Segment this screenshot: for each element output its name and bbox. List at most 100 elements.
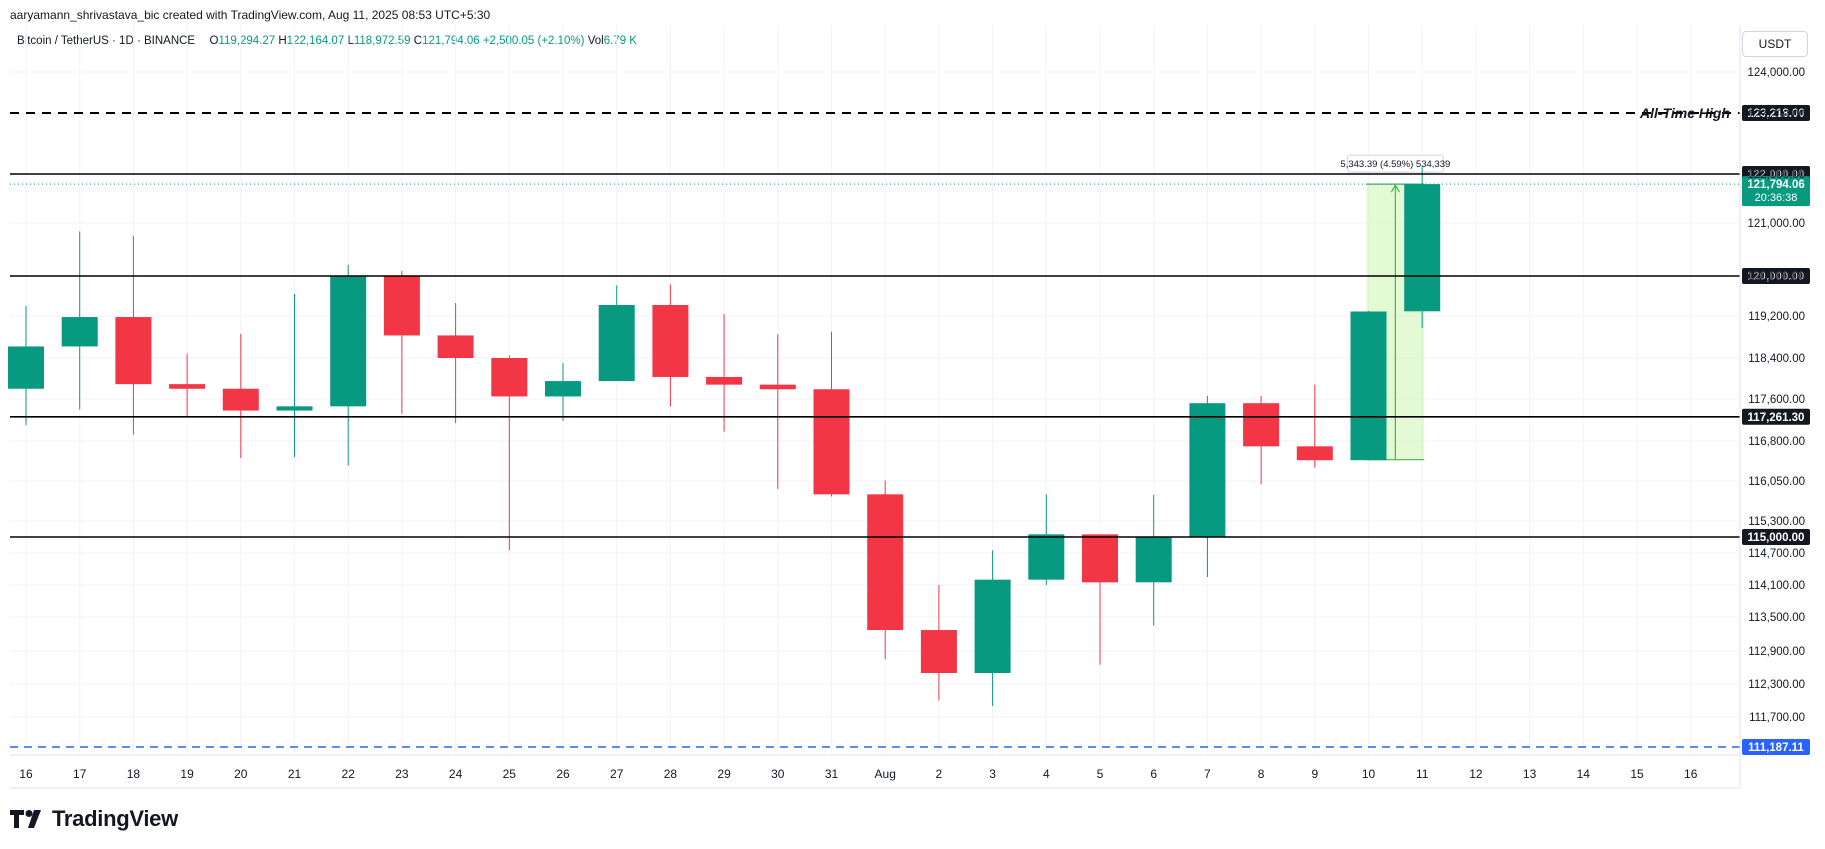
x-tick-label: 26 [556,767,570,781]
candle-body [8,346,44,389]
x-tick-label: 28 [664,767,678,781]
y-tick-label: 114,100.00 [1748,580,1805,592]
logo-text: TradingView [52,806,178,831]
candle [115,235,152,435]
x-tick-label: 16 [1684,767,1698,781]
open-label: O [209,35,219,47]
x-tick-label: 30 [771,767,785,781]
x-tick-label: 16 [19,767,33,781]
candle-body [115,317,152,385]
candle-body [652,305,689,377]
candles [8,165,1441,706]
y-tick-label: 112,300.00 [1748,679,1805,691]
candle-body [1028,534,1065,580]
candle [706,314,743,432]
high-label: H [278,35,287,47]
y-tick-label: 122,000.00 [1747,169,1805,181]
x-tick-label: 10 [1362,767,1376,781]
candle [1028,494,1065,585]
candle-body [706,376,743,385]
currency-selector[interactable]: USDT [1742,31,1808,57]
y-tick-label: 119,200.00 [1748,311,1805,323]
volume-label: Vol [587,35,604,47]
candle [545,363,581,422]
candle [276,294,313,457]
x-tick-label: 27 [610,767,624,781]
x-tick-label: 23 [395,767,409,781]
price-chart[interactable]: 5,343.39 (4.59%) 534,339 123,218.00 All-T… [0,0,1825,800]
candle [1082,534,1118,665]
candle-body [1082,534,1118,583]
level-price-label: 111,187.11 [1748,742,1804,754]
y-tick-label: 116,050.00 [1748,476,1805,488]
candle-body [545,381,581,397]
level-price-label-box [1742,105,1810,121]
candle-body [1189,403,1226,537]
candle-body [867,494,904,631]
candle [920,585,957,701]
tradingview-logo[interactable]: TradingView [10,806,178,832]
x-tick-label: 21 [288,767,302,781]
level-price-label: 123,218.00 [1747,108,1805,120]
candle [1350,311,1387,461]
candle-body [598,305,635,382]
x-tick-label: 11 [1416,767,1429,781]
last-price-label: 121,794.06 [1747,179,1805,191]
y-tick-label: 115,300.00 [1748,516,1805,528]
candle-body [974,579,1011,673]
x-tick-label: 3 [989,767,996,781]
candle [1243,395,1280,485]
y-tick-label: 114,700.00 [1748,548,1805,560]
candle-body [759,384,796,390]
low-label: L [347,35,354,47]
x-tick-label: 20 [234,767,248,781]
chart-attribution: aaryamann_shrivastava_bic created with T… [10,8,491,22]
symbol-title[interactable]: Bitcoin / TetherUS · 1D · BINANCE [17,35,196,47]
y-tick-label: 112,900.00 [1748,646,1805,658]
candle-body [1243,403,1280,447]
y-tick-label: 121,000.00 [1747,218,1805,230]
candle-body [813,389,850,495]
x-tick-label: 6 [1150,767,1157,781]
candle [8,306,44,426]
candle [598,285,635,382]
x-tick-label: 17 [73,767,87,781]
x-tick-label: 8 [1258,767,1265,781]
grid [10,25,1740,755]
y-tick-label: 113,500.00 [1748,612,1805,624]
range-measure-label-box [1346,154,1444,173]
high-value: 122,164.07 [286,35,345,47]
x-tick-label: 18 [127,767,141,781]
candle [759,334,796,489]
candle [867,480,904,660]
level-price-label: 115,000.00 [1748,532,1805,544]
low-value: 118,972.59 [353,35,411,47]
y-tick-label: 118,400.00 [1748,353,1805,365]
candle-body [383,276,420,336]
candle-body [1404,184,1441,312]
candle-body [276,406,313,411]
x-tick-label: Aug [875,767,896,781]
candle-body [222,388,259,411]
x-tick-label: 19 [180,767,194,781]
x-tick-label: 25 [503,767,517,781]
tradingview-logo-icon [10,810,41,828]
x-tick-label: 24 [449,767,463,781]
candle-body [61,317,98,347]
x-tick-label: 31 [825,767,839,781]
level-price-label: 117,261.30 [1748,412,1805,424]
last-price-label-box [1742,176,1810,207]
close-value: 121,794.06 [422,35,480,47]
candle [974,550,1011,706]
candle-body [491,358,528,397]
axes: 16 17 18 19 20 21 22 23 24 25 26 27 28 29 30 31 Aug 2 3 4 5 6… [10,25,1805,789]
x-tick-label: 2 [936,767,943,781]
candle [61,231,98,410]
candle [222,333,259,459]
volume-value: 6.79 K [603,35,637,47]
open-value: 119,294.27 [218,35,276,47]
close-label: C [413,35,423,47]
candle [437,303,474,424]
x-tick-label: 29 [717,767,731,781]
candle-body [169,384,206,389]
